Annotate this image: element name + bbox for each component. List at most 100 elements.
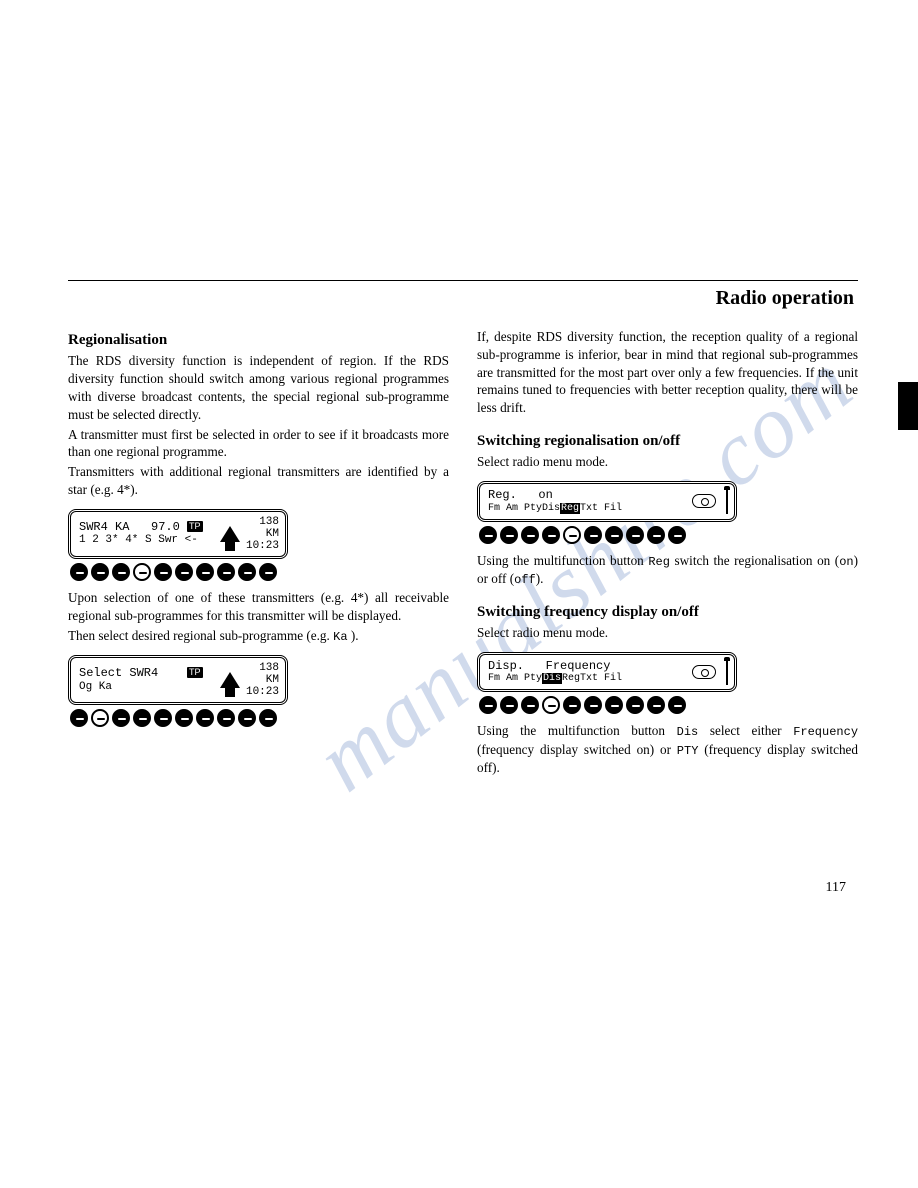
header-rule bbox=[68, 280, 858, 281]
arrow-up-icon bbox=[220, 526, 240, 542]
page-number: 117 bbox=[826, 880, 846, 896]
r3b: Reg bbox=[648, 555, 670, 569]
soft-button bbox=[500, 696, 518, 714]
soft-button bbox=[605, 696, 623, 714]
para-r2: Select radio menu mode. bbox=[477, 453, 858, 471]
soft-button bbox=[542, 526, 560, 544]
para-l3: Transmitters with additional regional tr… bbox=[68, 463, 449, 499]
lcd3-r1b: on bbox=[538, 488, 552, 502]
lcd-display-4: Disp. Frequency Fm Am PtyDisRegTxt Fil bbox=[477, 652, 858, 714]
screwdriver-icon-2 bbox=[726, 659, 728, 685]
r5d: Frequency bbox=[793, 725, 858, 739]
para-l5-code: Ka bbox=[333, 630, 347, 644]
lcd2-buttons bbox=[68, 709, 449, 727]
lcd2-row1: Select SWR4 TP bbox=[79, 666, 214, 680]
left-column: Regionalisation The RDS diversity functi… bbox=[68, 328, 449, 779]
lcd3-menu-post: Txt Fil bbox=[580, 503, 622, 514]
lcd1-freq: 97.0 bbox=[151, 520, 180, 534]
steering-wheel-icon-2 bbox=[692, 665, 716, 679]
lcd1-buttons bbox=[68, 563, 449, 581]
soft-button bbox=[112, 563, 130, 581]
soft-button bbox=[626, 696, 644, 714]
lcd1-left: SWR4 KA 97.0 TP 1 2 3* 4* S Swr <- bbox=[79, 520, 214, 548]
soft-button bbox=[196, 709, 214, 727]
page-content: Radio operation Regionalisation The RDS … bbox=[68, 280, 858, 779]
lcd1-right: 138 KM 10:23 bbox=[246, 516, 279, 552]
lcd4-menu-sel: Dis bbox=[542, 673, 562, 684]
soft-button bbox=[196, 563, 214, 581]
soft-button bbox=[175, 709, 193, 727]
soft-button bbox=[70, 563, 88, 581]
r3a: Using the multifunction button bbox=[477, 553, 648, 568]
soft-button bbox=[259, 563, 277, 581]
lcd3-menu-pre: Fm Am PtyDis bbox=[488, 503, 560, 514]
soft-button bbox=[70, 709, 88, 727]
soft-button bbox=[112, 709, 130, 727]
lcd3-buttons bbox=[477, 526, 858, 544]
lcd-frame-1: SWR4 KA 97.0 TP 1 2 3* 4* S Swr <- 138 K… bbox=[68, 509, 288, 559]
lcd2-right: 138 KM 10:23 bbox=[246, 662, 279, 698]
para-l5: Then select desired regional sub-program… bbox=[68, 627, 449, 645]
soft-button bbox=[521, 696, 539, 714]
lcd2-time: 10:23 bbox=[246, 686, 279, 698]
soft-button bbox=[91, 709, 109, 727]
tp-badge-icon-2: TP bbox=[187, 667, 203, 678]
soft-button bbox=[154, 709, 172, 727]
para-l1: The RDS diversity function is independen… bbox=[68, 352, 449, 423]
lcd3-menu-sel: Reg bbox=[560, 503, 580, 514]
soft-button bbox=[542, 696, 560, 714]
lcd1-row1: SWR4 KA 97.0 TP bbox=[79, 520, 214, 534]
lcd4-left: Disp. Frequency Fm Am PtyDisRegTxt Fil bbox=[488, 659, 686, 685]
para-l2: A transmitter must first be selected in … bbox=[68, 426, 449, 462]
r5a: Using the multifunction button bbox=[477, 723, 677, 738]
para-r3: Using the multifunction button Reg switc… bbox=[477, 552, 858, 588]
screwdriver-icon bbox=[726, 488, 728, 514]
r5b: Dis bbox=[677, 725, 699, 739]
right-column: If, despite RDS diversity function, the … bbox=[477, 328, 858, 779]
para-r5: Using the multifunction button Dis selec… bbox=[477, 722, 858, 776]
soft-button bbox=[521, 526, 539, 544]
soft-button bbox=[91, 563, 109, 581]
r3c: switch the regionalisation on ( bbox=[675, 553, 840, 568]
r3g: ). bbox=[536, 571, 544, 586]
r5f: PTY bbox=[677, 744, 699, 758]
lcd-display-3: Reg. on Fm Am PtyDisRegTxt Fil bbox=[477, 481, 858, 543]
lcd2-station: Select SWR4 bbox=[79, 666, 158, 680]
lcd4-menu-post: RegTxt Fil bbox=[562, 673, 622, 684]
page-header-title: Radio operation bbox=[68, 287, 858, 310]
soft-button bbox=[626, 526, 644, 544]
soft-button bbox=[133, 563, 151, 581]
lcd4-menu-pre: Fm Am Pty bbox=[488, 673, 542, 684]
lcd1-dist: 138 bbox=[246, 516, 279, 528]
soft-button bbox=[563, 696, 581, 714]
soft-button bbox=[647, 696, 665, 714]
lcd-frame-4: Disp. Frequency Fm Am PtyDisRegTxt Fil bbox=[477, 652, 737, 692]
two-column-layout: Regionalisation The RDS diversity functi… bbox=[68, 328, 858, 779]
lcd4-buttons bbox=[477, 696, 858, 714]
soft-button bbox=[668, 696, 686, 714]
para-r4: Select radio menu mode. bbox=[477, 624, 858, 642]
lcd4-r1a: Disp. bbox=[488, 659, 524, 673]
soft-button bbox=[500, 526, 518, 544]
lcd1-station: SWR4 KA bbox=[79, 520, 129, 534]
para-l5c: ). bbox=[351, 628, 359, 643]
lcd2-dist-unit: KM bbox=[246, 674, 279, 686]
soft-button bbox=[154, 563, 172, 581]
lcd2-row2: Og Ka bbox=[79, 681, 214, 694]
lcd-frame-3: Reg. on Fm Am PtyDisRegTxt Fil bbox=[477, 481, 737, 521]
soft-button bbox=[259, 709, 277, 727]
soft-button bbox=[584, 526, 602, 544]
r5e: (frequency display switched on) or bbox=[477, 742, 677, 757]
soft-button bbox=[133, 709, 151, 727]
lcd-display-2: Select SWR4 TP Og Ka 138 KM 10:23 bbox=[68, 655, 449, 727]
soft-button bbox=[605, 526, 623, 544]
soft-button bbox=[563, 526, 581, 544]
lcd1-dist-unit: KM bbox=[246, 528, 279, 540]
lcd3-row1: Reg. on bbox=[488, 488, 686, 502]
soft-button bbox=[479, 526, 497, 544]
r3d: on bbox=[839, 555, 853, 569]
steering-wheel-icon bbox=[692, 494, 716, 508]
soft-button bbox=[175, 563, 193, 581]
soft-button bbox=[479, 696, 497, 714]
lcd4-menu: Fm Am PtyDisRegTxt Fil bbox=[488, 673, 686, 685]
